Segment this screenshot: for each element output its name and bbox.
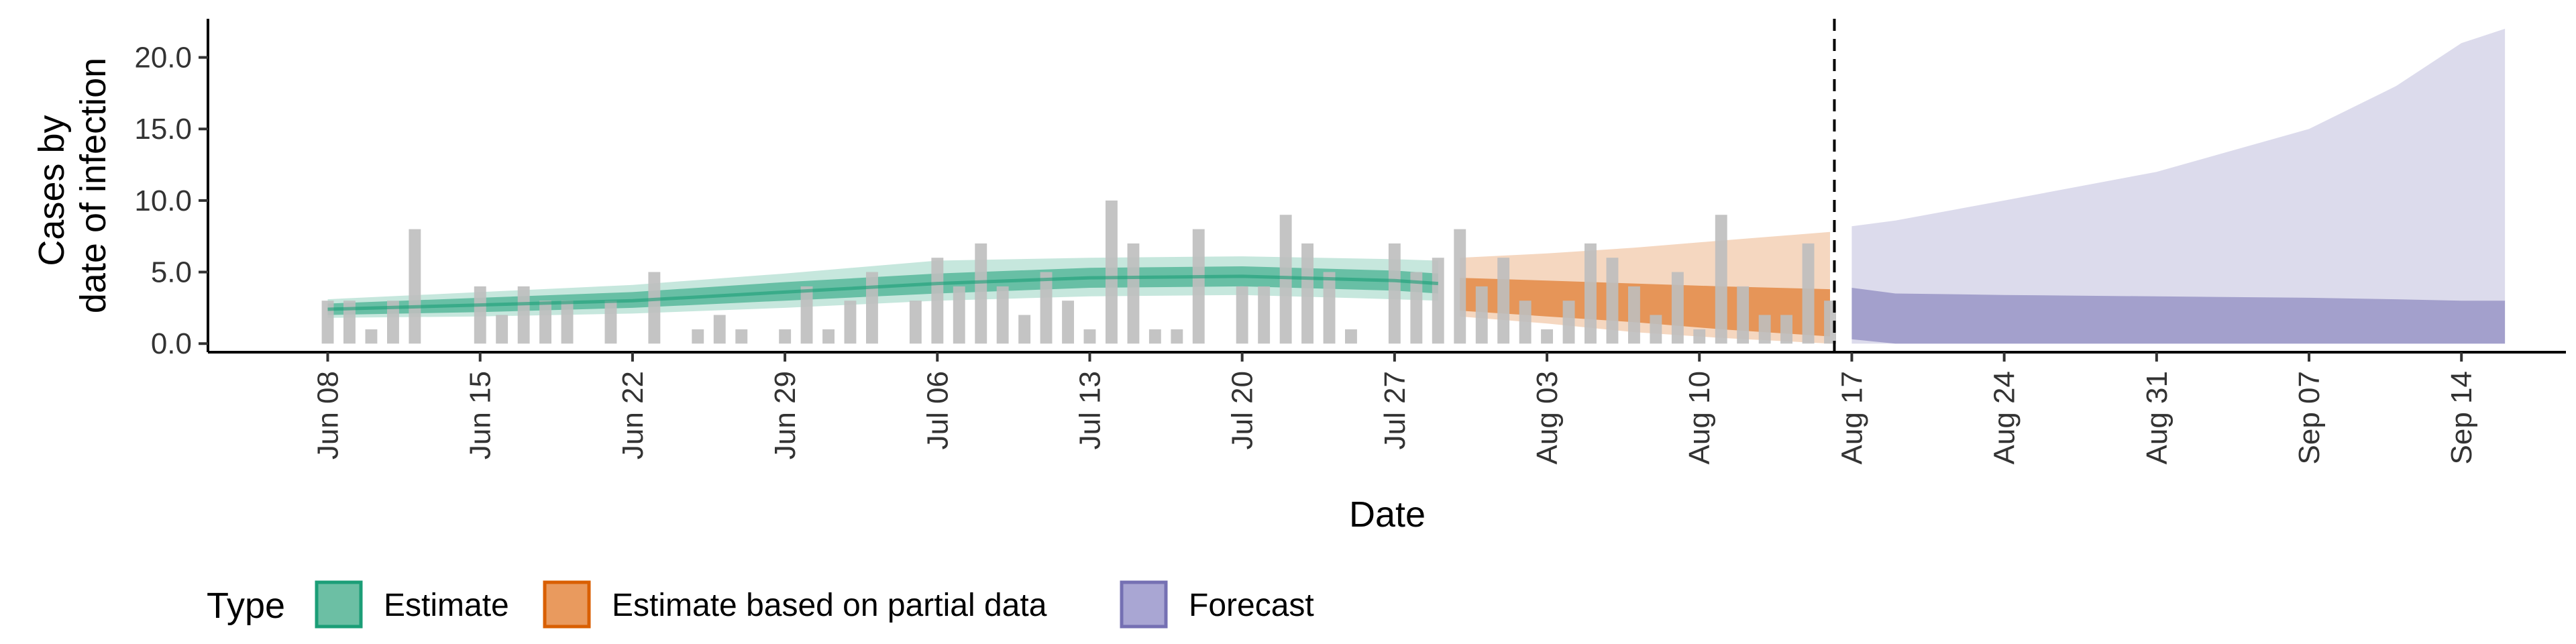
observed-bar: [1236, 286, 1248, 344]
legend: Type Estimate Estimate based on partial …: [207, 580, 1314, 629]
observed-bar: [1040, 272, 1053, 344]
observed-bar: [735, 329, 748, 344]
observed-bar: [800, 286, 813, 344]
observed-bar: [1454, 229, 1466, 344]
observed-bar: [1083, 329, 1096, 344]
observed-bar: [1062, 301, 1074, 344]
legend-key-forecast: [1120, 580, 1168, 629]
axes-layer: 0.0 5.0 10.0 15.0 20.0 Jun 08 Jun 15 Jun 22 Jun …: [134, 19, 2566, 464]
observed-bar: [822, 329, 835, 344]
observed-bar: [1715, 215, 1727, 344]
y-tick-label: 20.0: [134, 42, 192, 74]
observed-bar: [539, 301, 551, 344]
forecast-outer-band: [1851, 28, 2506, 344]
observed-bar: [321, 301, 334, 344]
observed-bar: [1802, 243, 1815, 344]
legend-key-partial: [543, 580, 591, 629]
observed-bar: [1301, 243, 1313, 344]
observed-bar: [1258, 286, 1271, 344]
observed-bar: [1106, 200, 1118, 344]
x-tick-label: Jul 20: [1226, 371, 1259, 449]
observed-bar: [1562, 301, 1575, 344]
x-tick-label: Aug 17: [1835, 371, 1868, 464]
observed-bars-layer: [321, 200, 1836, 344]
observed-bar: [1585, 243, 1597, 344]
observed-bar: [1497, 258, 1510, 344]
y-axis-title-line-2: date of infection: [73, 58, 113, 313]
x-tick-label: Jun 15: [464, 371, 497, 460]
observed-bar: [1432, 258, 1444, 344]
observed-bar: [975, 243, 987, 344]
observed-bar: [1323, 272, 1336, 344]
observed-bar: [844, 301, 857, 344]
y-tick-label: 0.0: [151, 327, 192, 360]
observed-bar: [909, 301, 922, 344]
legend-label-estimate: Estimate: [384, 588, 509, 623]
y-tick-label: 15.0: [134, 113, 192, 146]
observed-bar: [1127, 243, 1140, 344]
observed-bar: [1693, 329, 1706, 344]
observed-bar: [1171, 329, 1183, 344]
x-tick-label: Aug 24: [1988, 371, 2021, 464]
x-tick-label: Jun 22: [616, 371, 649, 460]
observed-bar: [692, 329, 704, 344]
observed-bar: [474, 286, 486, 344]
y-tick-label: 10.0: [134, 184, 192, 217]
observed-bar: [713, 315, 726, 344]
observed-bar: [866, 272, 878, 344]
observed-bar: [1345, 329, 1357, 344]
observed-bar: [779, 329, 792, 344]
x-tick-label: Jun 29: [769, 371, 802, 460]
x-tick-label: Aug 03: [1531, 371, 1564, 464]
y-axis-title: Cases by date of infection: [32, 58, 113, 313]
x-tick-label: Sep 14: [2445, 371, 2478, 464]
observed-bar: [1671, 272, 1684, 344]
observed-bar: [1475, 286, 1488, 344]
observed-bar: [409, 229, 421, 344]
observed-bar: [604, 301, 617, 344]
observed-bar: [1388, 243, 1401, 344]
x-tick-label: Sep 07: [2293, 371, 2326, 464]
legend-label-forecast: Forecast: [1189, 588, 1314, 623]
legend-title: Type: [207, 586, 285, 626]
x-tick-label: Jul 06: [921, 371, 954, 449]
observed-bar: [1410, 272, 1423, 344]
x-tick-label: Jul 13: [1073, 371, 1106, 449]
observed-bar: [931, 258, 944, 344]
observed-bar: [387, 301, 399, 344]
observed-bar: [1018, 315, 1031, 344]
observed-bar: [1737, 286, 1750, 344]
observed-bar: [517, 286, 530, 344]
observed-bar: [1192, 229, 1205, 344]
observed-bar: [996, 286, 1009, 344]
observed-bar: [365, 329, 378, 344]
observed-bar: [496, 315, 508, 344]
x-tick-label: Aug 31: [2141, 371, 2174, 464]
lines-layer: [327, 19, 1836, 352]
observed-bar: [953, 286, 965, 344]
y-tick-label: 5.0: [151, 256, 192, 289]
x-tick-label: Jul 27: [1379, 371, 1411, 449]
observed-bar: [1148, 329, 1161, 344]
observed-bar: [343, 301, 356, 344]
estimate-median-line: [327, 274, 1438, 311]
observed-bar: [1628, 286, 1640, 344]
observed-bar: [1758, 315, 1771, 344]
legend-key-estimate: [315, 580, 363, 629]
y-axis-title-line-1: Cases by: [32, 115, 72, 266]
legend-label-partial: Estimate based on partial data: [612, 588, 1047, 623]
x-tick-label: Jun 08: [312, 371, 345, 460]
observed-bar: [1541, 329, 1553, 344]
observed-bar: [1780, 315, 1792, 344]
observed-bar: [648, 272, 661, 344]
observed-bar: [1606, 258, 1619, 344]
observed-bar: [1519, 301, 1532, 344]
observed-bar: [1650, 315, 1662, 344]
forecast-inner-band: [1851, 288, 2506, 344]
x-tick-label: Aug 10: [1683, 371, 1716, 464]
observed-bar: [561, 301, 574, 344]
x-axis-title: Date: [1349, 494, 1426, 535]
